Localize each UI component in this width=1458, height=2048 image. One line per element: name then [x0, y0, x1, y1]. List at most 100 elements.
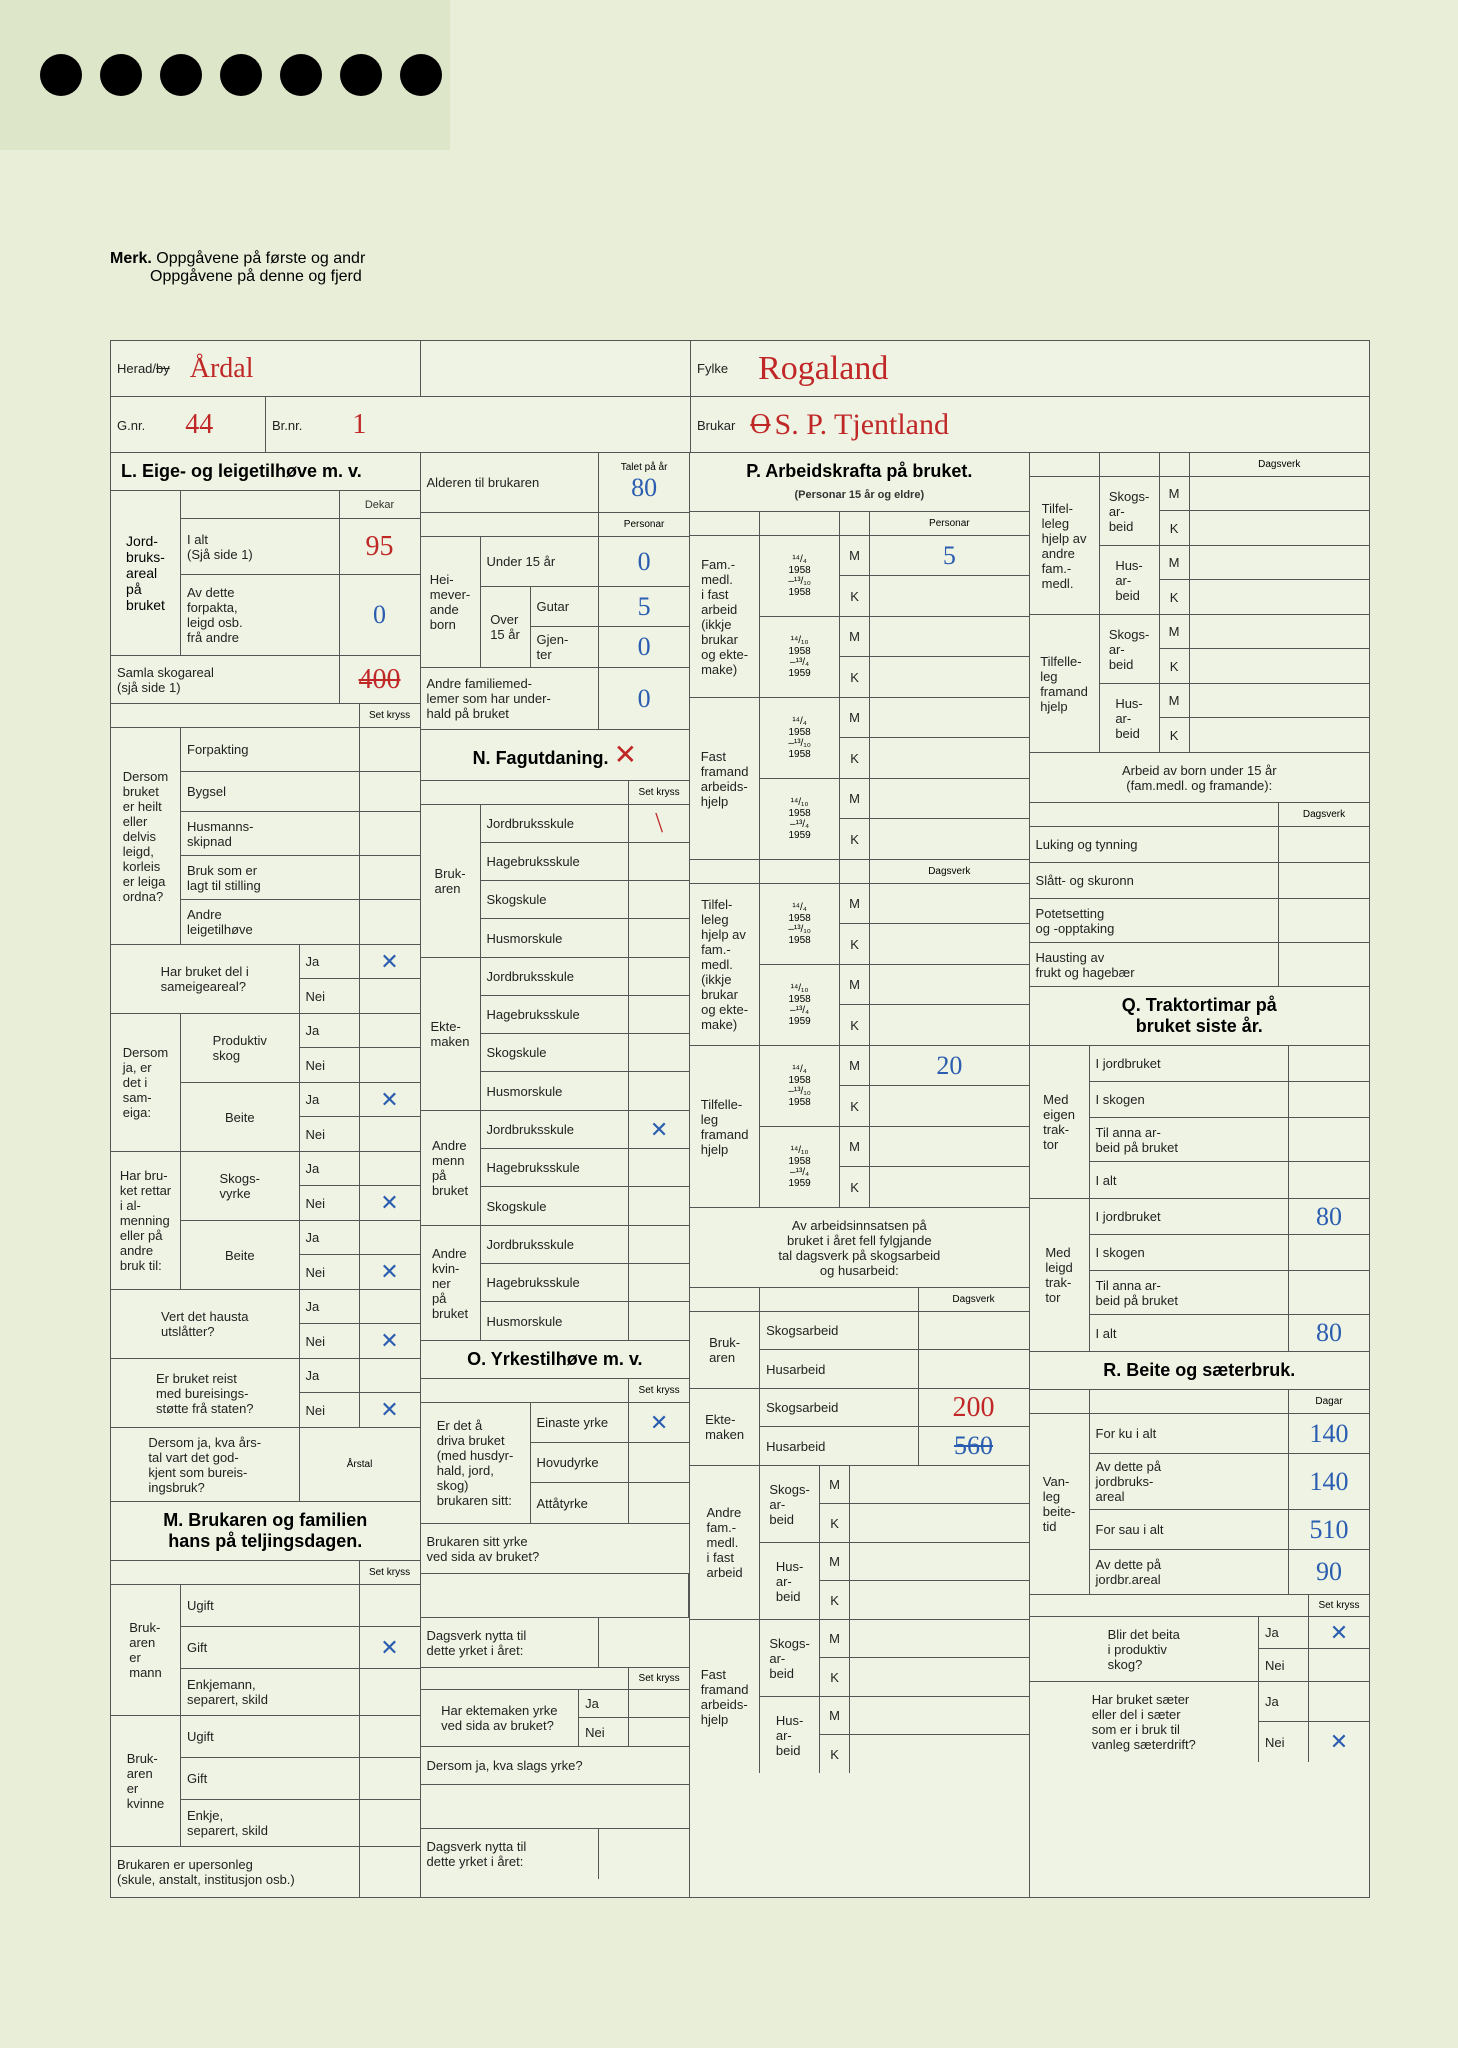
- n-brukaren: Bruk- aren: [421, 805, 481, 957]
- column-P: P. Arbeidskrafta på bruket.(Personar 15 …: [690, 453, 1029, 1897]
- r-setkryss: Set kryss: [1309, 1595, 1369, 1616]
- p-dagsverk: Dagsverk: [870, 860, 1028, 883]
- o-atta: Attåtyrke: [531, 1483, 630, 1523]
- o-dersomja: Dersom ja, kva slags yrke?: [421, 1747, 690, 1784]
- section-Q-title: Q. Traktortimar på bruket siste år.: [1030, 987, 1369, 1046]
- potet: Potetsetting og -opptaking: [1030, 899, 1279, 942]
- gjenter-val: 0: [638, 632, 651, 662]
- fylke-value: Rogaland: [758, 350, 888, 388]
- o-hovud: Hovudyrke: [531, 1443, 630, 1482]
- ekte-hus-strike: 560: [954, 1431, 993, 1461]
- n-hage: Hagebruksskule: [481, 843, 630, 880]
- r-dagar: Dagar: [1289, 1390, 1369, 1413]
- born15: Arbeid av born under 15 år (fam.medl. og…: [1030, 753, 1369, 802]
- brnr-label: Br.nr.: [272, 418, 302, 433]
- q-iskog: I skogen: [1090, 1082, 1289, 1117]
- r-tilf-hjelp: Tilfel- leleg hjelp av andre fam.- medl.: [1030, 477, 1100, 614]
- beite-ja-x: ✕: [380, 1087, 398, 1113]
- punch-strip: [0, 0, 450, 150]
- period-1b: ¹⁴/₁₀ 1958 –¹³/₄ 1959: [760, 617, 840, 697]
- n-andremenn: Andre menn på bruket: [421, 1111, 481, 1225]
- n-setkryss: Set kryss: [629, 781, 689, 804]
- brukar-prefix: O: [750, 409, 770, 441]
- avdette-val: 140: [1310, 1467, 1349, 1497]
- jordbruk-label: Jord- bruks- areal på bruket: [111, 491, 181, 655]
- ekte-skog-val: 200: [953, 1392, 995, 1424]
- p1a-m-val: 5: [943, 541, 956, 571]
- hausting: Hausting av frukt og hagebær: [1030, 943, 1279, 986]
- q-ijord: I jordbruket: [1090, 1046, 1289, 1081]
- age-value: 80: [631, 473, 657, 503]
- p-fastfram2: Fast framand arbeids- hjelp: [690, 1620, 760, 1773]
- over15: Over 15 år: [481, 587, 531, 667]
- o-erdet: Er det å driva bruket (med husdyr- hald,…: [421, 1403, 531, 1523]
- n-title-x: ✕: [614, 740, 637, 771]
- merk-line2: Oppgåvene på denne og fjerd: [150, 268, 362, 285]
- gift-x: ✕: [380, 1635, 398, 1661]
- punch-hole: [280, 54, 322, 96]
- r-avdette: Av dette på jordbruks- areal: [1090, 1454, 1289, 1509]
- sameige-ja-x: ✕: [380, 949, 398, 975]
- o-dagsverk2: Dagsverk nytta til dette yrket i året:: [421, 1829, 600, 1879]
- gift: Gift: [181, 1627, 360, 1668]
- arbinnsats: Av arbeidsinnsatsen på bruket i året fel…: [690, 1208, 1028, 1287]
- punch-hole: [400, 54, 442, 96]
- fylke-label: Fylke: [697, 361, 728, 376]
- skogs-nei-x: ✕: [380, 1190, 398, 1216]
- andremenn-jord-x: ✕: [650, 1117, 668, 1143]
- sameige-label: Har bruket del i sameigeareal?: [111, 945, 300, 1013]
- talet-label: Talet på år: [621, 462, 668, 473]
- r-blir: Blir det beita i produktiv skog?: [1030, 1617, 1259, 1681]
- p-fam-label: Fam.- medl. i fast arbeid (ikkje brukar …: [690, 536, 760, 697]
- o-dagsverk: Dagsverk nytta til dette yrket i året:: [421, 1618, 600, 1667]
- gjenter: Gjen- ter: [531, 627, 600, 667]
- andrefam-val: 0: [638, 684, 651, 714]
- brnr-value: 1: [352, 409, 366, 441]
- gutar: Gutar: [531, 587, 600, 626]
- samla-label: Samla skogareal (sjå side 1): [111, 656, 340, 703]
- bureising-nei-x: ✕: [380, 1397, 398, 1423]
- kvinne-label: Bruk- aren er kvinne: [111, 1716, 181, 1846]
- arstal-label: Dersom ja, kva års- tal vart det god- kj…: [111, 1428, 300, 1501]
- punch-hole: [340, 54, 382, 96]
- merk-line1: Oppgåvene på første og andr: [156, 250, 365, 267]
- setkryss: Set kryss: [360, 704, 420, 727]
- n-andrekvin: Andre kvin- ner på bruket: [421, 1226, 481, 1340]
- nei: Nei: [300, 979, 360, 1013]
- n-jord-x: \: [655, 808, 663, 840]
- section-P-title: P. Arbeidskrafta på bruket.(Personar 15 …: [690, 453, 1028, 512]
- produktiv: Produktiv skog: [181, 1014, 300, 1082]
- gnr-label: G.nr.: [117, 418, 145, 433]
- n-ekte: Ekte- maken: [421, 958, 481, 1110]
- ialt-value: 95: [366, 531, 394, 563]
- punch-hole: [100, 54, 142, 96]
- punch-hole: [160, 54, 202, 96]
- q-tilanna: Til anna ar- beid på bruket: [1090, 1118, 1289, 1161]
- hausta-label: Vert det hausta utslåtter?: [111, 1290, 300, 1358]
- ugift: Ugift: [181, 1585, 360, 1626]
- andrefam-label: Andre familiemed- lemer som har under- h…: [421, 668, 600, 729]
- leigd-jord-val: 80: [1316, 1202, 1342, 1232]
- gutar-val: 5: [638, 592, 651, 622]
- einaste-x: ✕: [650, 1410, 668, 1436]
- sau-val: 510: [1310, 1515, 1349, 1545]
- heime-label: Hei- mever- ande born: [421, 537, 481, 667]
- beite2-nei-x: ✕: [380, 1259, 398, 1285]
- ku-val: 140: [1310, 1419, 1349, 1449]
- q-ialt: I alt: [1090, 1162, 1289, 1198]
- p-brukaren: Bruk- aren: [690, 1312, 760, 1388]
- column-right-Q-R: Dagsverk Tilfel- leleg hjelp av andre fa…: [1030, 453, 1369, 1897]
- period-1a: ¹⁴/₄ 1958 –¹³/₁₀ 1958: [760, 536, 840, 616]
- r-sau: For sau i alt: [1090, 1510, 1289, 1549]
- r-dagsverk: Dagsverk: [1190, 453, 1369, 476]
- p-husarbeid: Husarbeid: [760, 1350, 918, 1388]
- punch-hole: [220, 54, 262, 96]
- bureising-label: Er bruket reist med bureisings- støtte f…: [111, 1359, 300, 1427]
- skogsvyrke: Skogs- vyrke: [181, 1152, 300, 1220]
- n-husmor: Husmorskule: [481, 919, 630, 957]
- punch-hole: [40, 54, 82, 96]
- n-skog: Skogskule: [481, 881, 630, 918]
- section-R-title: R. Beite og sæterbruk.: [1030, 1352, 1369, 1390]
- enkje2: Enkje, separert, skild: [181, 1800, 360, 1846]
- section-M-title: M. Brukaren og familien hans på teljings…: [111, 1502, 420, 1561]
